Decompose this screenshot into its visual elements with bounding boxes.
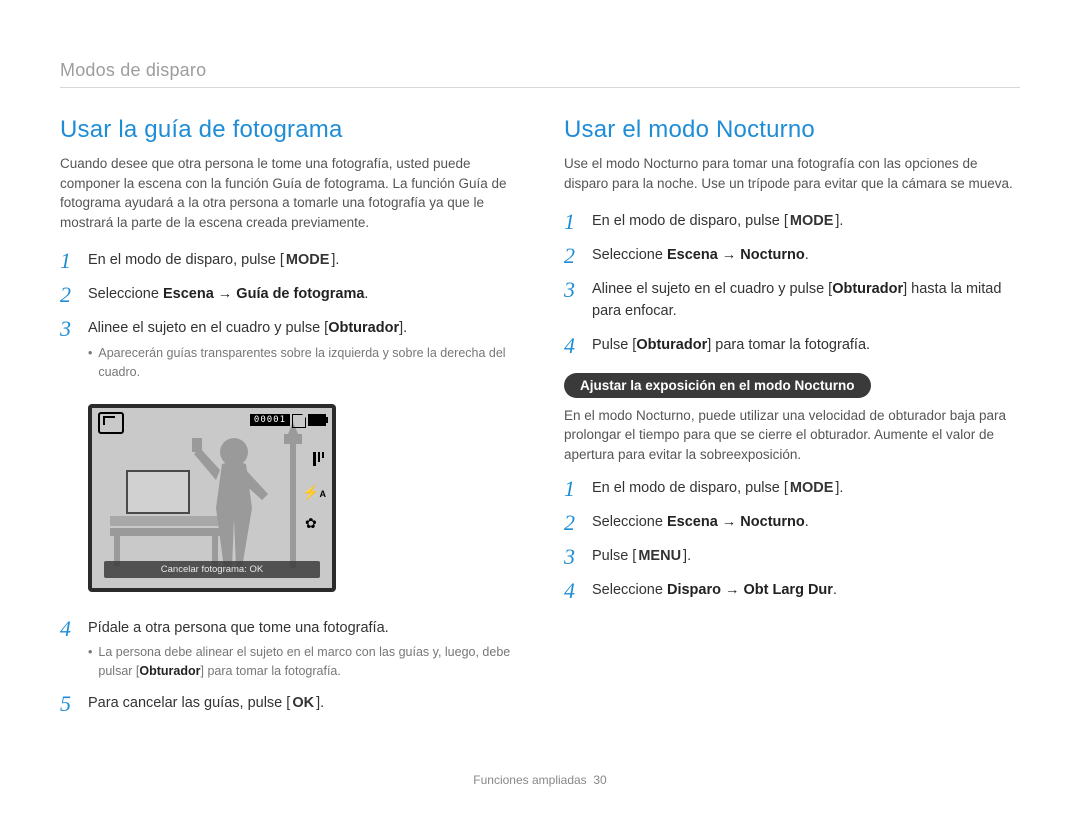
frame-guide-box <box>126 470 190 514</box>
flash-icon: ⚡A <box>302 484 326 501</box>
steps-list: 1 En el modo de disparo, pulse [MODE]. 2… <box>564 211 1020 357</box>
camera-preview: 00001 ⚡A Cancelar fotograma: OK <box>88 404 336 592</box>
mode-button-label: MODE <box>284 250 332 272</box>
divider <box>60 87 1020 88</box>
step-number: 4 <box>60 618 78 640</box>
cancel-strip: Cancelar fotograma: OK <box>104 561 320 578</box>
step-subtext: •Aparecerán guías transparentes sobre la… <box>88 344 516 382</box>
two-column-layout: Usar la guía de fotograma Cuando desee q… <box>60 116 1020 715</box>
macro-icon <box>307 519 321 533</box>
step-1: 1 En el modo de disparo, pulse [MODE]. <box>564 211 1020 233</box>
step-text: Pulse [MENU]. <box>592 546 1020 568</box>
step-text: Alinee el sujeto en el cuadro y pulse [O… <box>88 318 516 381</box>
mode-button-label: MODE <box>788 211 836 233</box>
breadcrumb: Modos de disparo <box>60 60 1020 81</box>
step-text: Pídale a otra persona que tome una fotog… <box>88 618 516 681</box>
menu-button-label: MENU <box>636 546 683 568</box>
step-number: 4 <box>564 580 582 602</box>
battery-icon <box>308 414 326 426</box>
section-intro: Use el modo Nocturno para tomar una foto… <box>564 154 1020 193</box>
section-heading: Usar la guía de fotograma <box>60 116 516 144</box>
step-1: 1 En el modo de disparo, pulse [MODE]. <box>60 250 516 272</box>
subsection-intro: En el modo Nocturno, puede utilizar una … <box>564 406 1020 465</box>
step-number: 2 <box>60 284 78 306</box>
step-2: 2 Seleccione Escena → Nocturno. <box>564 512 1020 534</box>
step-text: En el modo de disparo, pulse [MODE]. <box>592 211 1020 233</box>
step-2: 2 Seleccione Escena → Guía de fotograma. <box>60 284 516 306</box>
step-number: 2 <box>564 245 582 267</box>
steps-list: 1 En el modo de disparo, pulse [MODE]. 2… <box>564 478 1020 602</box>
step-4: 4 Pídale a otra persona que tome una fot… <box>60 618 516 681</box>
mode-button-label: MODE <box>788 478 836 500</box>
steps-list: 1 En el modo de disparo, pulse [MODE]. 2… <box>60 250 516 715</box>
counter-label: 00001 <box>250 414 290 426</box>
step-text: Seleccione Escena → Nocturno. <box>592 245 1020 267</box>
side-icons: ⚡A <box>302 452 326 533</box>
step-text: Pulse [Obturador] para tomar la fotograf… <box>592 335 1020 357</box>
step-number: 1 <box>564 211 582 233</box>
section-intro: Cuando desee que otra persona le tome un… <box>60 154 516 232</box>
ok-button-label: OK <box>290 693 316 715</box>
step-text: Seleccione Escena → Nocturno. <box>592 512 1020 534</box>
mode-icon <box>98 412 124 434</box>
step-number: 5 <box>60 693 78 715</box>
step-number: 4 <box>564 335 582 357</box>
subsection-pill: Ajustar la exposición en el modo Nocturn… <box>564 373 871 398</box>
step-number: 3 <box>564 279 582 301</box>
step-3: 3 Pulse [MENU]. <box>564 546 1020 568</box>
sd-card-icon <box>292 414 306 428</box>
step-5: 5 Para cancelar las guías, pulse [OK]. <box>60 693 516 715</box>
left-column: Usar la guía de fotograma Cuando desee q… <box>60 116 516 715</box>
step-number: 1 <box>564 478 582 500</box>
page-footer: Funciones ampliadas 30 <box>0 773 1080 787</box>
section-heading: Usar el modo Nocturno <box>564 116 1020 144</box>
step-4: 4 Seleccione Disparo → Obt Larg Dur. <box>564 580 1020 602</box>
step-4: 4 Pulse [Obturador] para tomar la fotogr… <box>564 335 1020 357</box>
step-text: En el modo de disparo, pulse [MODE]. <box>592 478 1020 500</box>
step-number: 3 <box>60 318 78 340</box>
step-subtext: •La persona debe alinear el sujeto en el… <box>88 643 516 681</box>
step-3: 3 Alinee el sujeto en el cuadro y pulse … <box>60 318 516 381</box>
bars-icon <box>313 452 316 466</box>
step-number: 3 <box>564 546 582 568</box>
step-text: Para cancelar las guías, pulse [OK]. <box>88 693 516 715</box>
manual-page: Modos de disparo Usar la guía de fotogra… <box>0 0 1080 815</box>
step-number: 1 <box>60 250 78 272</box>
step-2: 2 Seleccione Escena → Nocturno. <box>564 245 1020 267</box>
step-number: 2 <box>564 512 582 534</box>
step-text: Alinee el sujeto en el cuadro y pulse [O… <box>592 279 1020 323</box>
step-text: Seleccione Disparo → Obt Larg Dur. <box>592 580 1020 602</box>
right-column: Usar el modo Nocturno Use el modo Noctur… <box>564 116 1020 715</box>
step-3: 3 Alinee el sujeto en el cuadro y pulse … <box>564 279 1020 323</box>
step-1: 1 En el modo de disparo, pulse [MODE]. <box>564 478 1020 500</box>
step-text: Seleccione Escena → Guía de fotograma. <box>88 284 516 306</box>
step-text: En el modo de disparo, pulse [MODE]. <box>88 250 516 272</box>
